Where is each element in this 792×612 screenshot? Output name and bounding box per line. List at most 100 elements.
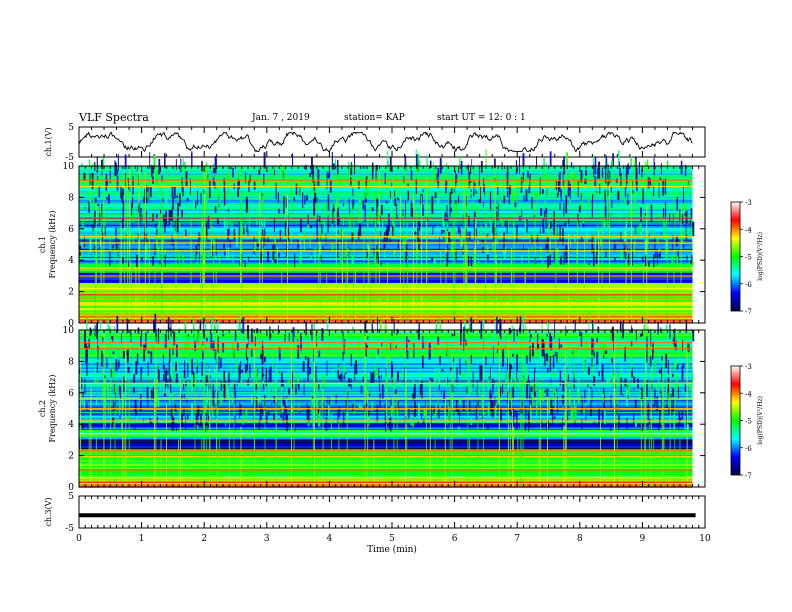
ch1-ytick-label: 10 xyxy=(63,162,75,172)
ch1-speckle xyxy=(175,219,176,232)
ch1-speckle xyxy=(489,209,492,223)
ch1-speckle xyxy=(376,198,378,216)
ch1-speckle xyxy=(232,167,234,178)
ch1-speckle xyxy=(497,219,499,226)
ch1-noise-line xyxy=(79,208,693,210)
ch1-speckle xyxy=(689,220,692,225)
ch2-speckle xyxy=(211,404,213,418)
ch2-speckle xyxy=(280,369,282,375)
ch1-speckle xyxy=(278,252,281,259)
ch2-speckle xyxy=(662,328,665,335)
ch2-speckle xyxy=(425,341,428,355)
ch1-speckle xyxy=(516,224,518,242)
ch1-speckle xyxy=(137,233,139,239)
ch2-noise-line xyxy=(79,458,693,460)
ch2-speckle xyxy=(97,346,99,360)
ch1-noise-line xyxy=(79,309,693,312)
ch1-speckle xyxy=(477,260,480,266)
ch2-speckle xyxy=(292,327,295,343)
ch2-speckle xyxy=(538,389,541,405)
ch2-speckle xyxy=(232,343,234,359)
ch1-ytick-label: 2 xyxy=(68,288,74,298)
ch1-speckle xyxy=(258,169,261,175)
ch2-speckle xyxy=(367,336,369,340)
ch1-sferic xyxy=(100,232,102,322)
ch2-speckle xyxy=(145,332,147,351)
ch2-speckle xyxy=(278,347,281,357)
ch2-speckle xyxy=(358,403,361,409)
ch1-speckle xyxy=(386,225,389,244)
ch2-speckle xyxy=(441,369,444,372)
ch1-sferic xyxy=(474,217,476,322)
ch1-speckle xyxy=(139,213,141,228)
ch1-speckle xyxy=(159,168,162,172)
ch1-speckle xyxy=(214,255,217,259)
ch1-speckle xyxy=(172,197,174,208)
ch1-noise-line xyxy=(79,269,693,271)
ch2-speckle xyxy=(666,403,668,408)
ch2-speckle xyxy=(496,348,498,354)
ch2-speckle xyxy=(361,414,363,418)
ch1-speckle xyxy=(121,217,124,229)
ch1-speckle xyxy=(644,238,647,256)
ch2-speckle xyxy=(540,339,542,348)
ch1-speckle xyxy=(573,187,575,193)
ch1-speckle xyxy=(512,185,514,195)
ch1-speckle xyxy=(355,229,357,238)
ch2-speckle xyxy=(459,398,461,405)
ch2-speckle xyxy=(624,346,626,362)
ch1-speckle xyxy=(621,178,623,192)
ch2-speckle xyxy=(577,355,579,364)
ch2-speckle xyxy=(413,342,415,358)
ch2-speckle xyxy=(590,386,592,389)
ch1-speckle xyxy=(525,178,527,181)
ch2-speckle xyxy=(657,351,660,356)
ch1-speckle xyxy=(333,211,335,217)
ch2-speckle xyxy=(147,350,150,354)
ch1-speckle xyxy=(359,262,362,266)
ch1-speckle xyxy=(417,220,419,228)
ch1-speckle xyxy=(92,163,95,167)
ch2-speckle xyxy=(328,397,331,405)
ch1-speckle xyxy=(413,195,415,211)
ch1-speckle xyxy=(471,167,473,183)
ch2-sferic xyxy=(613,376,615,486)
ch2-speckle xyxy=(147,393,149,408)
ch1-speckle xyxy=(525,189,528,202)
ch2-speckle xyxy=(298,411,301,414)
ch1-speckle xyxy=(444,212,447,221)
x-tick-label: 9 xyxy=(640,534,646,544)
ch1-speckle xyxy=(305,164,307,170)
ch1-speckle xyxy=(437,178,440,188)
ch2-speckle xyxy=(620,364,623,378)
ch1-speckle xyxy=(552,228,555,231)
ch1-speckle xyxy=(677,249,679,264)
ch2-speckle xyxy=(541,339,544,357)
ch1-colorbar-tick-label: -5 xyxy=(745,254,752,262)
ch1-speckle xyxy=(578,205,581,213)
ch2-speckle xyxy=(120,333,122,344)
ch1-speckle xyxy=(182,254,184,265)
ch2-speckle xyxy=(105,329,107,334)
ch1-noise-line xyxy=(79,193,693,195)
ch1-speckle xyxy=(379,247,382,250)
ch1-speckle xyxy=(238,178,239,187)
ch2-speckle xyxy=(233,383,236,398)
ch1-speckle xyxy=(638,162,640,175)
x-tick-label: 5 xyxy=(389,534,395,544)
ch2-sferic xyxy=(512,426,514,486)
ch1-speckle xyxy=(563,250,565,265)
ch1-sferic xyxy=(353,206,355,322)
ch1-speckle xyxy=(478,186,481,199)
ch1-speckle xyxy=(618,161,620,170)
ch1-speckle xyxy=(104,218,106,232)
ch1-speckle xyxy=(294,253,296,268)
ch2-noise-line xyxy=(79,449,693,451)
ch1-speckle xyxy=(582,223,585,228)
ch1-speckle xyxy=(149,186,152,197)
ch2-speckle xyxy=(412,421,415,427)
ch2-speckle xyxy=(541,323,543,333)
ch2-speckle xyxy=(179,333,182,346)
ch1-speckle xyxy=(316,197,319,204)
ch1-speckle xyxy=(337,159,339,175)
